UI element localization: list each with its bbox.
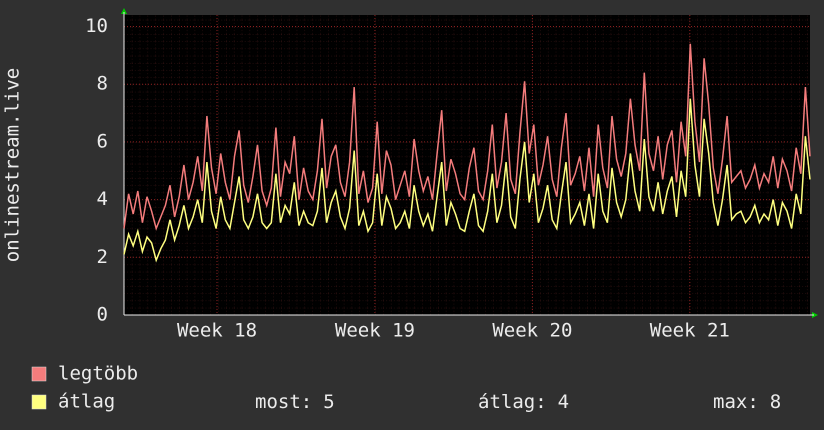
legend-label: átlag — [58, 391, 115, 413]
stat-label: átlag: — [478, 391, 547, 413]
legend-label: legtöbb — [58, 363, 138, 385]
axis-arrow — [121, 8, 127, 14]
x-tick-label: Week 21 — [650, 320, 730, 342]
stat: most: 5 — [255, 391, 335, 413]
x-tick-label: Week 20 — [492, 320, 572, 342]
x-tick-label: Week 19 — [335, 320, 415, 342]
y-tick-label: 10 — [85, 15, 108, 37]
legend-swatch — [31, 394, 47, 410]
stat-label: max: — [713, 391, 759, 413]
legend-swatch — [31, 366, 47, 382]
series-line — [123, 98, 811, 263]
minor-grid — [124, 15, 810, 315]
y-axis-label: onlinestream.live — [2, 68, 24, 262]
stat: átlag: 4 — [478, 391, 569, 413]
y-tick-label: 4 — [97, 188, 108, 210]
x-tick-label: Week 18 — [177, 320, 257, 342]
y-tick-label: 8 — [97, 73, 108, 95]
stat-value: 8 — [770, 391, 781, 413]
y-tick-label: 0 — [97, 304, 108, 326]
axis-arrow — [812, 312, 818, 318]
stat-value: 5 — [323, 391, 334, 413]
y-tick-label: 2 — [97, 246, 108, 268]
series-line — [123, 43, 811, 231]
stat-value: 4 — [558, 391, 569, 413]
stat: max: 8 — [713, 391, 781, 413]
stat-label: most: — [255, 391, 312, 413]
y-tick-label: 6 — [97, 130, 108, 152]
